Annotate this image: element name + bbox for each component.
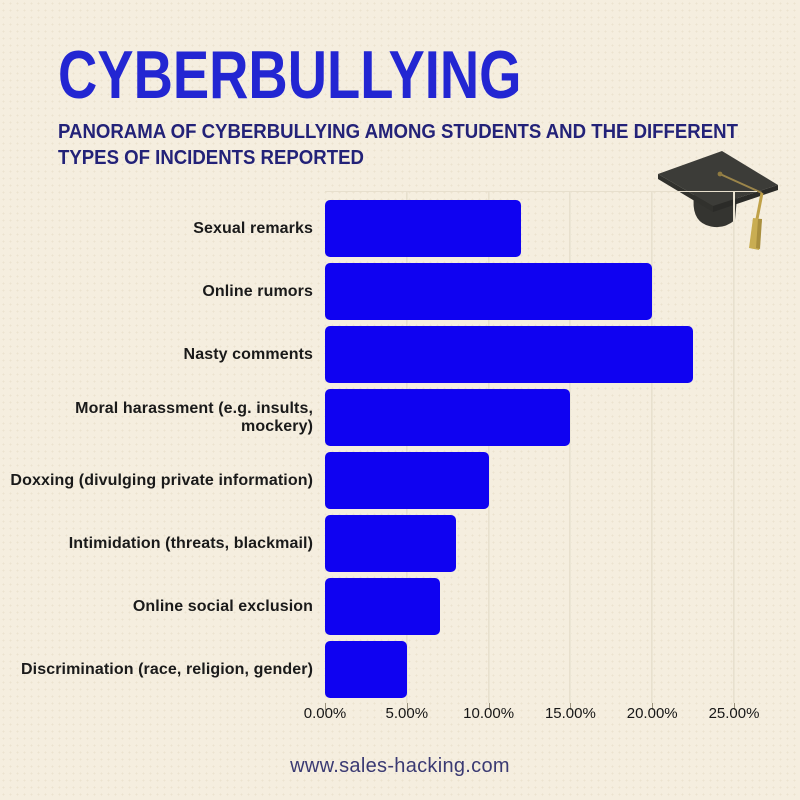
plot-area: [325, 191, 757, 710]
category-label: Discrimination (race, religion, gender): [21, 660, 313, 678]
footer-url: www.sales-hacking.com: [290, 755, 510, 777]
bar-track: [325, 200, 800, 257]
graduation-cap-icon: [658, 151, 778, 250]
gridline: [651, 192, 654, 703]
bar: [325, 515, 456, 572]
category-label: Online rumors: [202, 282, 313, 300]
gridline: [487, 192, 490, 703]
x-axis: 0.00% 5.00% 10.00% 15.00% 20.00% 25.00%: [0, 705, 800, 729]
subtitle-line-1: PANORAMA OF CYBERBULLYING AMONG STUDENTS…: [58, 121, 738, 143]
gridline: [569, 192, 572, 703]
bar: [325, 389, 571, 446]
x-tick-label: 5.00%: [385, 705, 429, 722]
x-tick-label: 10.00%: [463, 705, 515, 722]
category-label: Moral harassment (e.g. insults, mockery): [75, 399, 313, 435]
x-tick-label: 0.00%: [303, 705, 347, 722]
axis-tick: [325, 703, 326, 710]
page-title: CYBERBULLYING: [58, 37, 522, 113]
axis-tick: [570, 703, 572, 710]
bar-row: Doxxing (divulging private information): [0, 449, 800, 512]
bar-track: [325, 578, 800, 635]
axis-tick: [406, 703, 408, 710]
axis-tick: [488, 703, 490, 710]
gridline: [405, 192, 408, 703]
bar: [325, 263, 653, 320]
category-label: Online social exclusion: [132, 597, 313, 615]
category-label: Sexual remarks: [193, 219, 313, 237]
bar-row: Sexual remarks: [0, 197, 800, 260]
bar-track: [325, 326, 800, 383]
x-tick-label: 15.00%: [544, 705, 596, 722]
bar-rows: Sexual remarks Online rumors Nasty comment…: [0, 197, 800, 701]
bar-row: Discrimination (race, religion, gender): [0, 638, 800, 701]
bar-track: [325, 389, 800, 446]
bar-row: Online social exclusion: [0, 575, 800, 638]
bar-track: [325, 452, 800, 509]
gridline: [733, 192, 735, 703]
category-label: Intimidation (threats, blackmail): [68, 534, 313, 552]
page-subtitle: PANORAMA OF CYBERBULLYING AMONG STUDENTS…: [58, 119, 738, 171]
bar-row: Intimidation (threats, blackmail): [0, 512, 800, 575]
category-label: Doxxing (divulging private information): [10, 471, 313, 489]
bar-row: Online rumors: [0, 260, 800, 323]
x-tick-label: 25.00%: [708, 705, 760, 722]
category-label: Nasty comments: [183, 345, 313, 363]
bar: [325, 452, 489, 509]
bar-track: [325, 641, 800, 698]
bar-track: [325, 263, 800, 320]
bar-row: Nasty comments: [0, 323, 800, 386]
x-tick-label: 20.00%: [626, 705, 678, 722]
bar: [325, 326, 694, 383]
axis-tick: [652, 703, 654, 710]
bar: [325, 200, 522, 257]
axis-tick: [734, 703, 735, 710]
bar: [325, 641, 407, 698]
bar-row: Moral harassment (e.g. insults, mockery): [0, 386, 800, 449]
bar: [325, 578, 440, 635]
subtitle-line-2: TYPES OF INCIDENTS REPORTED: [58, 147, 364, 169]
bar-track: [325, 515, 800, 572]
